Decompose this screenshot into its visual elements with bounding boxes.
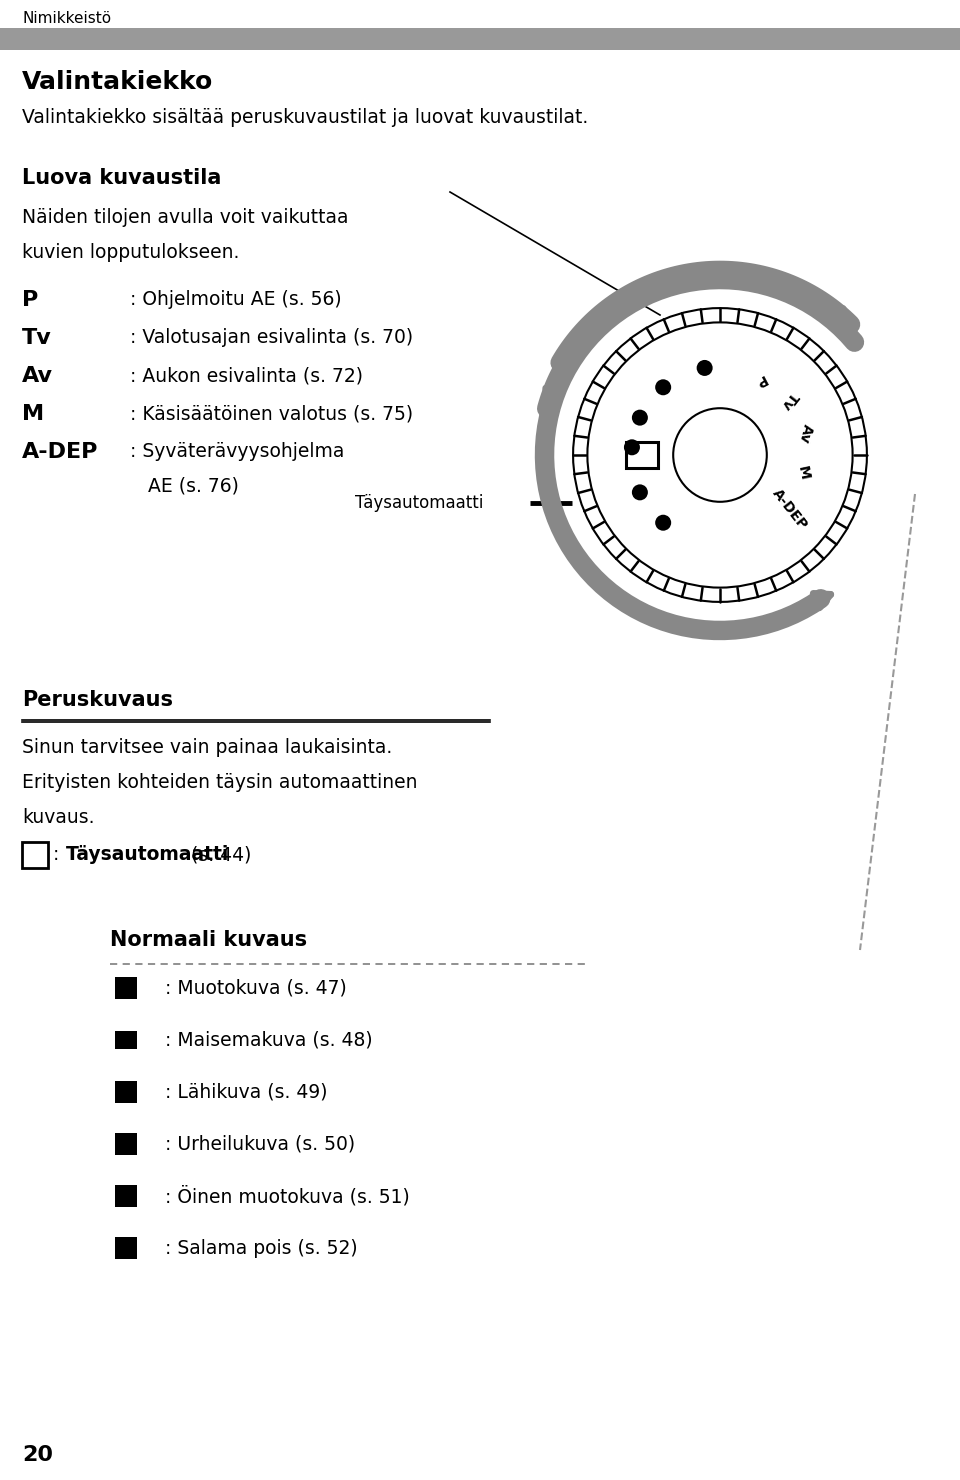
Text: Valintakiekko: Valintakiekko [22, 70, 213, 95]
Text: kuvien lopputulokseen.: kuvien lopputulokseen. [22, 243, 239, 262]
Text: : Salama pois (s. 52): : Salama pois (s. 52) [165, 1239, 358, 1258]
Text: Tv: Tv [22, 329, 52, 348]
Text: : Valotusajan esivalinta (s. 70): : Valotusajan esivalinta (s. 70) [130, 329, 413, 346]
Text: : Ohjelmoitu AE (s. 56): : Ohjelmoitu AE (s. 56) [130, 290, 342, 309]
Text: : Käsisäätöinen valotus (s. 75): : Käsisäätöinen valotus (s. 75) [130, 404, 413, 423]
Text: M: M [794, 465, 811, 481]
Text: : Lähikuva (s. 49): : Lähikuva (s. 49) [165, 1082, 327, 1101]
Circle shape [673, 408, 767, 502]
Text: AE (s. 76): AE (s. 76) [130, 477, 239, 494]
Text: kuvaus.: kuvaus. [22, 808, 94, 827]
Text: P: P [22, 290, 38, 309]
Text: M: M [22, 404, 44, 423]
Text: : Syväterävyysohjelma: : Syväterävyysohjelma [130, 443, 345, 460]
Text: : Muotokuva (s. 47): : Muotokuva (s. 47) [165, 978, 347, 998]
Text: Näiden tilojen avulla voit vaikuttaa: Näiden tilojen avulla voit vaikuttaa [22, 209, 348, 226]
Bar [115, 1134, 137, 1154]
Text: Peruskuvaus: Peruskuvaus [22, 690, 173, 710]
Text: Täysautomaatti: Täysautomaatti [66, 845, 229, 864]
Text: Sinun tarvitsee vain painaa laukaisinta.: Sinun tarvitsee vain painaa laukaisinta. [22, 739, 393, 756]
Text: Nimikkeistö: Nimikkeistö [22, 10, 111, 27]
Circle shape [632, 484, 648, 500]
Bar [115, 1237, 137, 1259]
Bar [115, 1080, 137, 1103]
Text: Normaali kuvaus: Normaali kuvaus [110, 929, 307, 950]
Text: (s. 44): (s. 44) [185, 845, 252, 864]
Bar [115, 1185, 137, 1208]
Text: :: : [53, 845, 65, 864]
Circle shape [655, 515, 671, 531]
Text: A-DEP: A-DEP [22, 443, 98, 462]
Bar [22, 842, 48, 867]
Bar [626, 443, 658, 468]
Text: A-DEP: A-DEP [770, 487, 810, 533]
Text: Erityisten kohteiden täysin automaattinen: Erityisten kohteiden täysin automaattine… [22, 773, 418, 792]
Circle shape [624, 440, 640, 456]
Text: : Aukon esivalinta (s. 72): : Aukon esivalinta (s. 72) [130, 366, 363, 385]
Text: Täysautomaatti: Täysautomaatti [355, 494, 484, 512]
Circle shape [655, 379, 671, 395]
Text: Av: Av [22, 366, 53, 386]
Bar [0, 28, 960, 50]
Bar [115, 977, 137, 999]
Circle shape [590, 326, 850, 585]
Bar [115, 1032, 137, 1049]
Text: Av: Av [797, 423, 815, 444]
Text: Luova kuvaustila: Luova kuvaustila [22, 169, 222, 188]
Text: Valintakiekko sisältää peruskuvaustilat ja luovat kuvaustilat.: Valintakiekko sisältää peruskuvaustilat … [22, 108, 588, 127]
Text: P: P [752, 371, 767, 389]
Text: : Urheilukuva (s. 50): : Urheilukuva (s. 50) [165, 1135, 355, 1153]
Text: : Maisemakuva (s. 48): : Maisemakuva (s. 48) [165, 1030, 372, 1049]
Text: Tv: Tv [779, 389, 801, 413]
Circle shape [697, 360, 712, 376]
Text: 20: 20 [22, 1444, 53, 1465]
Text: : Öinen muotokuva (s. 51): : Öinen muotokuva (s. 51) [165, 1185, 410, 1206]
Circle shape [632, 410, 648, 426]
